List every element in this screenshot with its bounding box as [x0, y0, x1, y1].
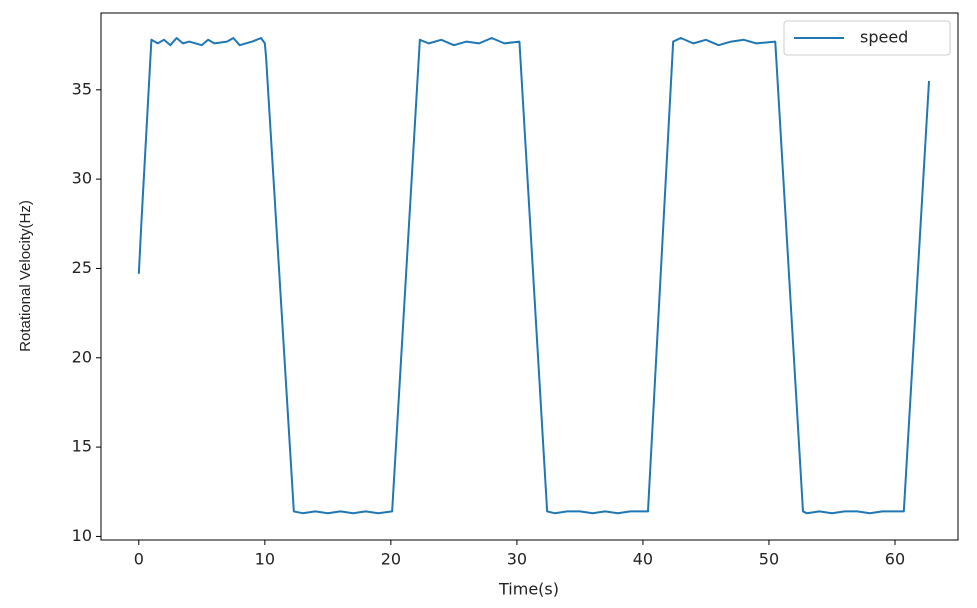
x-tick-label: 60	[885, 550, 905, 569]
x-tick-label: 50	[759, 550, 779, 569]
x-tick-label: 0	[134, 550, 144, 569]
x-tick-label: 40	[633, 550, 653, 569]
y-tick-label: 10	[72, 526, 92, 545]
x-tick-label: 20	[381, 550, 401, 569]
x-axis-label: Time(s)	[498, 580, 559, 599]
y-tick-label: 35	[72, 79, 92, 98]
legend-label: speed	[860, 28, 908, 47]
line-series	[137, 37, 931, 515]
x-tick-label: 30	[507, 550, 527, 569]
y-tick-label: 20	[72, 347, 92, 366]
legend-box	[783, 20, 951, 56]
y-tick-label: 15	[72, 437, 92, 456]
y-tick-label: 25	[72, 258, 92, 277]
y-axis-label: Rotational Velocity(Hz)	[17, 200, 34, 352]
y-tick-label: 30	[72, 169, 92, 188]
plot-frame	[100, 12, 959, 541]
x-tick-label: 10	[255, 550, 275, 569]
